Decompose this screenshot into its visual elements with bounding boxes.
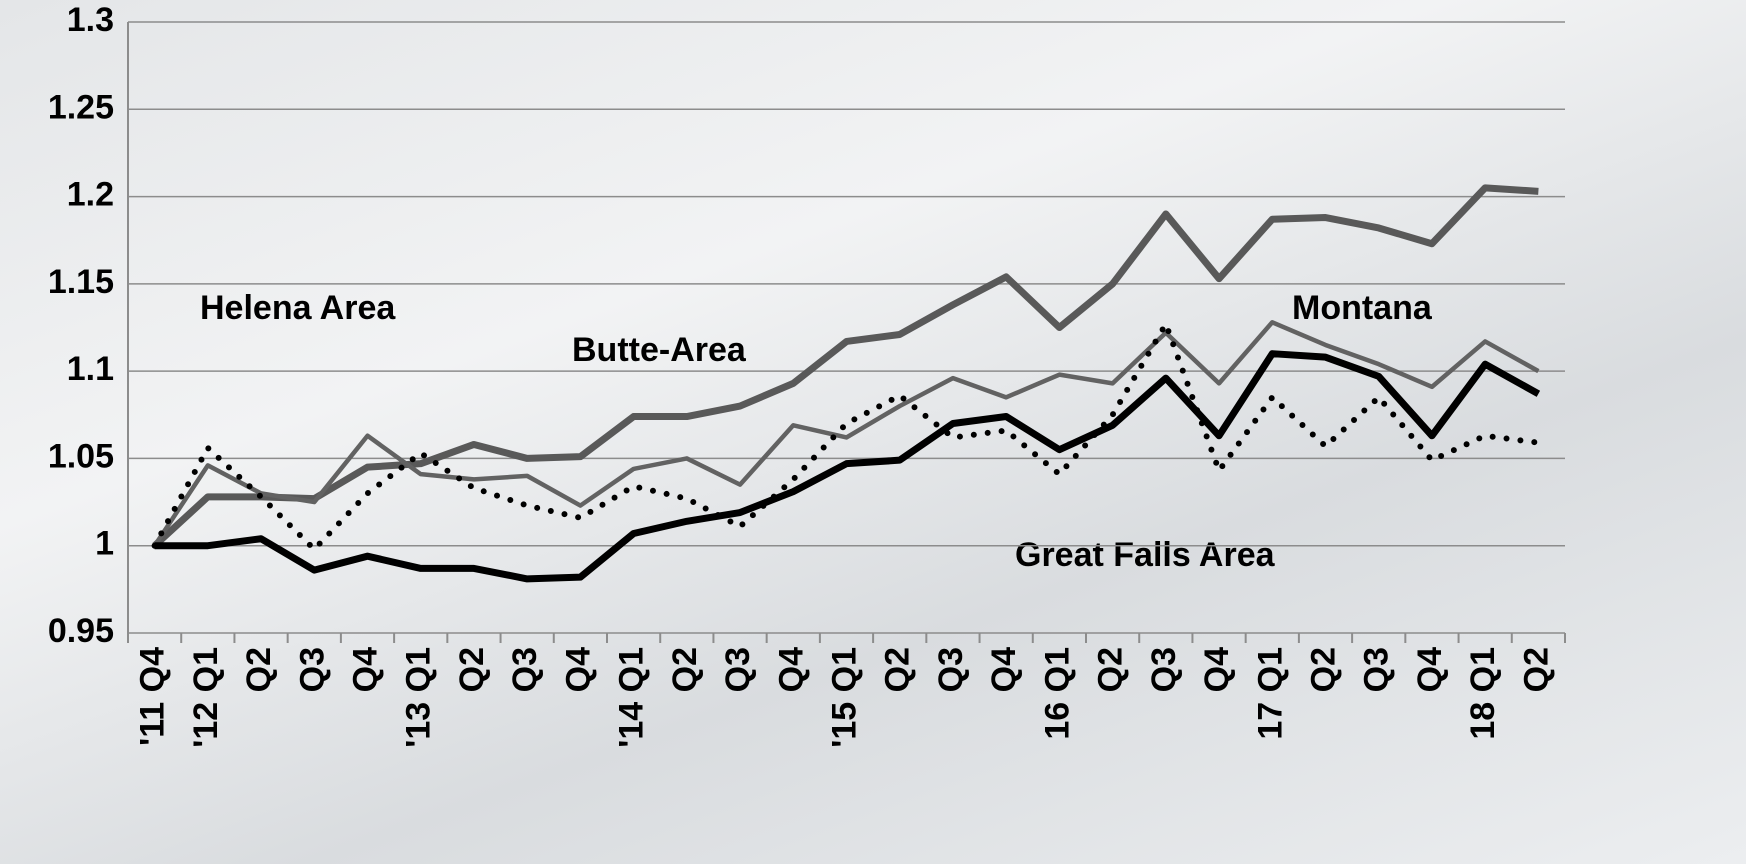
x-tick-label: Q2 <box>666 647 704 692</box>
x-tick-label: Q4 <box>1198 647 1236 692</box>
x-tick-label: Q2 <box>1517 647 1555 692</box>
series-annotation: Great Falls Area <box>1015 536 1276 574</box>
series-line <box>152 320 1540 547</box>
y-tick-label: 1 <box>95 525 114 563</box>
y-tick-label: 1.05 <box>48 437 114 475</box>
x-tick-label: '13 Q1 <box>400 647 438 748</box>
x-tick-label: Q2 <box>453 647 491 692</box>
x-tick-label: Q2 <box>879 647 917 692</box>
y-tick-label: 1.25 <box>48 88 114 126</box>
x-tick-label: Q2 <box>1092 647 1130 692</box>
x-tick-label: Q4 <box>772 647 810 692</box>
x-tick-label: 18 Q1 <box>1464 647 1502 740</box>
x-tick-label: Q4 <box>985 647 1023 692</box>
series-line <box>154 350 1541 583</box>
x-tick-label: Q3 <box>932 647 970 692</box>
x-tick-label: 17 Q1 <box>1251 647 1289 740</box>
series-line <box>152 184 1539 549</box>
x-tick-label: Q3 <box>719 647 757 692</box>
series-annotation: Helena Area <box>200 289 396 327</box>
x-tick-label: Q3 <box>1358 647 1396 692</box>
x-tick-label: Q3 <box>506 647 544 692</box>
x-tick-label: Q2 <box>240 647 278 692</box>
y-tick-label: 1.2 <box>67 176 114 214</box>
y-tick-label: 1.1 <box>67 350 114 388</box>
y-tick-label: 1.3 <box>67 1 114 39</box>
x-tick-label: Q4 <box>559 647 597 692</box>
y-tick-label: 0.95 <box>48 612 114 650</box>
x-tick-label: '12 Q1 <box>187 647 225 748</box>
x-tick-label: Q3 <box>293 647 331 692</box>
series-annotation: Montana <box>1292 289 1433 327</box>
x-tick-label: Q3 <box>1145 647 1183 692</box>
series-annotation: Butte-Area <box>572 331 747 369</box>
x-tick-label: 16 Q1 <box>1038 647 1076 740</box>
y-tick-label: 1.15 <box>48 263 114 301</box>
x-tick-label: Q4 <box>346 647 384 692</box>
x-tick-label: Q4 <box>1411 647 1449 692</box>
x-tick-label: '11 Q4 <box>134 647 172 746</box>
x-tick-label: '14 Q1 <box>613 647 651 748</box>
x-tick-label: '15 Q1 <box>825 647 863 748</box>
x-tick-label: Q2 <box>1304 647 1342 692</box>
